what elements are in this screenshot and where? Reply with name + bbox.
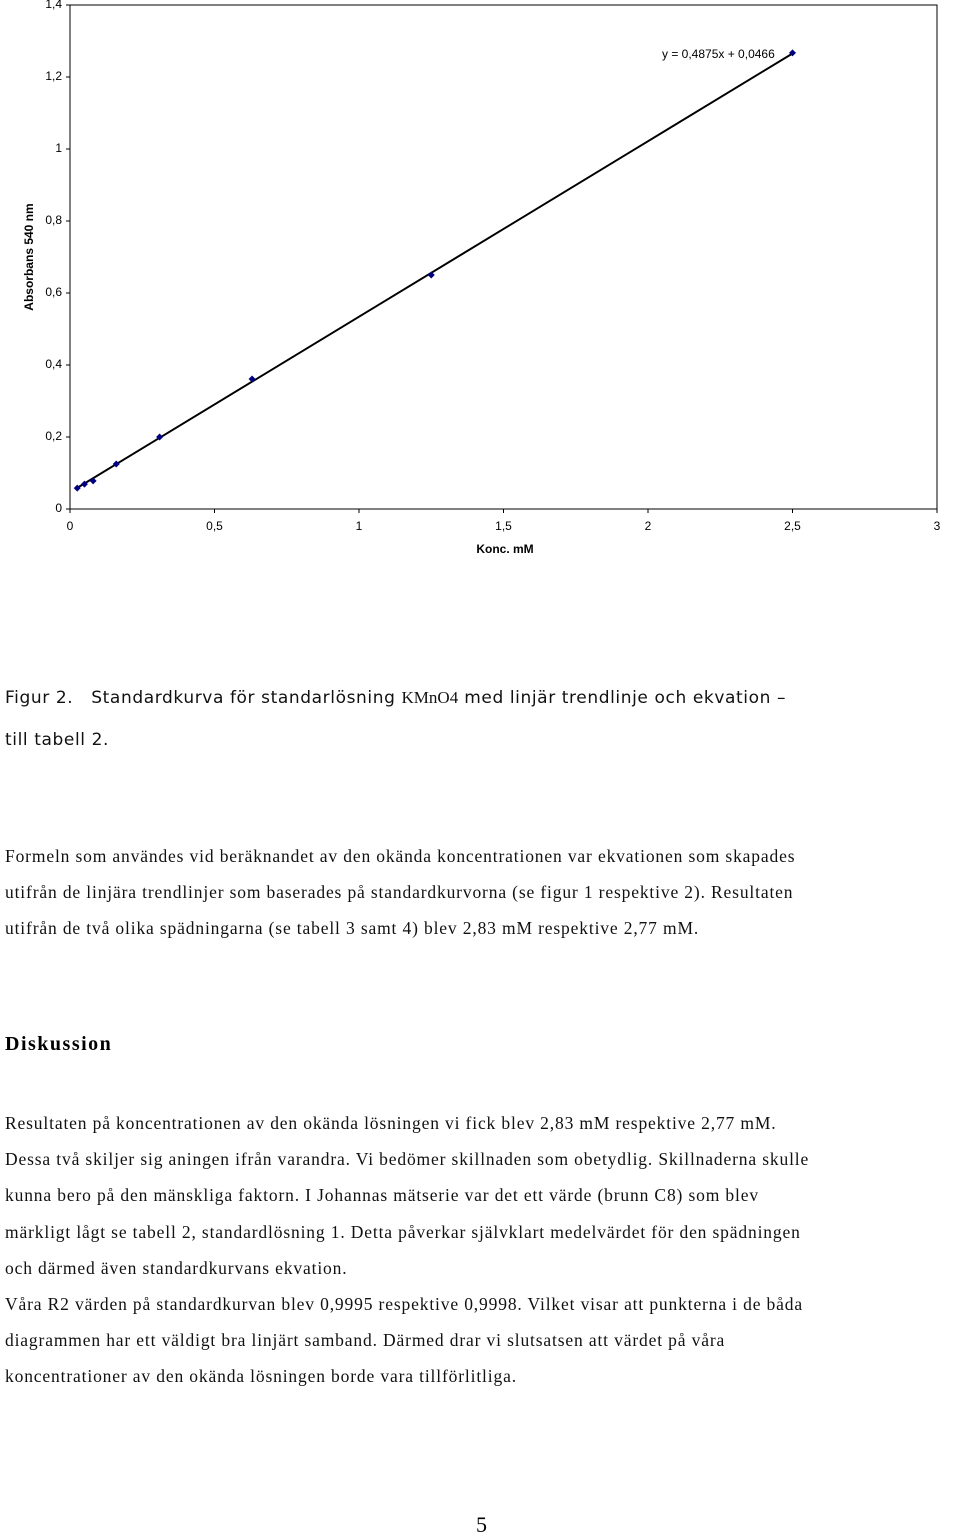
trendline-equation: y = 0,4875x + 0,0466: [662, 47, 775, 61]
text-line: och därmed även standardkurvans ekvation…: [5, 1257, 348, 1278]
y-tick-label: 0,2: [45, 429, 62, 443]
data-point: [427, 271, 435, 279]
x-tick-label: 2,5: [784, 519, 801, 533]
caption-text: med linjär trendlinje och ekvation –: [464, 688, 787, 708]
y-tick-label: 1: [55, 141, 62, 155]
data-point: [156, 433, 164, 441]
page-number: 5: [476, 1512, 487, 1537]
text-line: utifrån de linjära trendlinjer som baser…: [5, 882, 794, 902]
y-tick-label: 0,8: [45, 213, 62, 227]
caption-label: Figur 2.: [5, 688, 74, 708]
data-point: [89, 477, 97, 485]
text-line: Våra R2 värden på standardkurvan blev 0,…: [5, 1294, 803, 1314]
heading: Diskussion: [5, 1033, 113, 1055]
caption: Figur 2. Standardkurva för standarlösnin…: [5, 688, 786, 708]
y-axis-label: Absorbans 540 nm: [22, 203, 36, 310]
caption-line: till tabell 2.: [5, 730, 110, 750]
trendline: [76, 52, 794, 489]
y-tick-label: 1,4: [45, 0, 62, 11]
caption-formula: KMnO4: [401, 688, 459, 707]
y-tick-label: 1,2: [45, 69, 62, 83]
x-tick-label: 0,5: [206, 519, 223, 533]
x-tick-label: 1,5: [495, 519, 512, 533]
data-point: [80, 480, 88, 488]
y-tick-label: 0,6: [45, 285, 62, 299]
text-line: Formeln som användes vid beräknandet av …: [5, 846, 796, 866]
data-point: [789, 49, 796, 57]
y-tick-label: 0: [55, 501, 62, 515]
text-line: koncentrationer av den okända lösningen …: [5, 1366, 517, 1387]
text-line: kunna bero på den mänskliga faktorn. I J…: [5, 1185, 759, 1206]
y-tick-label: 0,4: [45, 357, 62, 371]
text-line: märkligt lågt se tabell 2, standardlösni…: [5, 1221, 801, 1242]
x-tick-label: 3: [934, 519, 941, 533]
chart: Konc. mM Absorbans 540 nm 0 0,2 0,4 0,6 0,8 1…: [22, 0, 941, 556]
x-tick-label: 0: [67, 519, 74, 533]
text-line: diagrammen har ett väldigt bra linjärt s…: [5, 1330, 726, 1351]
text-line: Resultaten på koncentrationen av den okä…: [5, 1113, 777, 1133]
text-line: Dessa två skiljer sig aningen ifrån vara…: [5, 1149, 810, 1170]
plot-frame: [69, 4, 938, 510]
data-point: [112, 460, 120, 468]
x-tick-label: 1: [356, 519, 363, 533]
caption-text: Standardkurva för standarlösning: [91, 688, 396, 708]
x-tick-label: 2: [645, 519, 652, 533]
data-point: [73, 484, 81, 492]
x-axis-label: Konc. mM: [476, 542, 533, 556]
text-line: utifrån de två olika spädningarna (se ta…: [5, 918, 700, 938]
data-point: [248, 375, 256, 383]
